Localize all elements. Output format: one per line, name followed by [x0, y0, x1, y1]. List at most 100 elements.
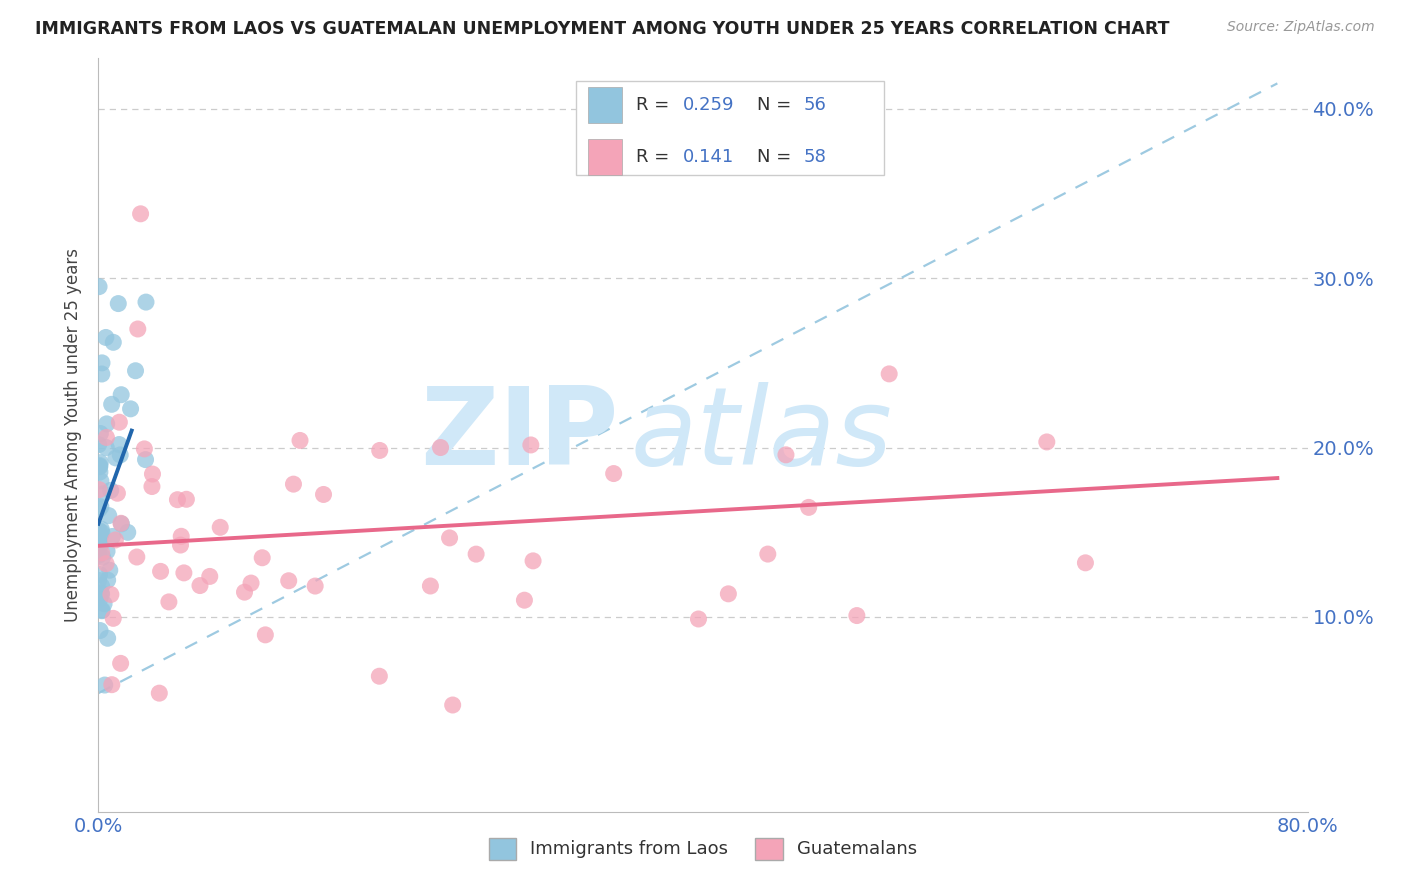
Point [89, 624, 111, 638]
Point [87, 483, 110, 497]
Point [157, 595, 180, 609]
Point [91, 356, 114, 370]
Point [96, 430, 118, 444]
Point [89, 465, 111, 479]
Point [166, 492, 188, 507]
Point [288, 434, 311, 448]
Point [89, 426, 111, 441]
Point [100, 587, 122, 601]
Point [135, 452, 157, 467]
Point [1036, 434, 1059, 449]
Point [91, 603, 114, 617]
Point [688, 612, 710, 626]
Point [97, 573, 120, 587]
Point [89, 538, 111, 552]
Text: 58: 58 [803, 148, 827, 167]
Text: 56: 56 [803, 96, 827, 114]
Point [149, 565, 172, 579]
Point [93, 597, 115, 611]
Point [124, 364, 146, 378]
Point [250, 550, 273, 565]
Point [173, 566, 195, 580]
Point [90, 522, 112, 536]
Point [110, 516, 132, 531]
Point [90, 546, 112, 560]
Point [209, 520, 232, 534]
Point [87, 502, 110, 516]
Point [90, 587, 112, 601]
Point [240, 576, 263, 591]
Point [439, 531, 461, 545]
Point [90, 474, 112, 488]
Point [520, 438, 543, 452]
Point [441, 698, 464, 712]
Point [100, 397, 122, 411]
Text: atlas: atlas [630, 383, 893, 487]
Text: R =: R = [637, 96, 675, 114]
Point [429, 441, 451, 455]
Point [89, 524, 111, 538]
Point [141, 467, 163, 481]
Point [96, 544, 118, 558]
Legend: Immigrants from Laos, Guatemalans: Immigrants from Laos, Guatemalans [482, 830, 924, 867]
Point [108, 415, 131, 429]
Point [134, 442, 156, 456]
Point [148, 686, 170, 700]
Point [89, 567, 111, 582]
Point [188, 578, 211, 592]
Point [125, 549, 148, 564]
Point [877, 367, 900, 381]
Point [87, 574, 110, 588]
Point [87, 437, 110, 451]
Point [94, 330, 117, 344]
Text: 0.141: 0.141 [682, 148, 734, 167]
Point [98, 563, 121, 577]
FancyBboxPatch shape [576, 80, 884, 175]
Point [103, 335, 125, 350]
Text: R =: R = [637, 148, 682, 167]
Text: N =: N = [758, 148, 797, 167]
Text: ZIP: ZIP [420, 382, 619, 488]
Point [101, 678, 124, 692]
Point [89, 592, 111, 607]
Point [93, 678, 115, 692]
Point [135, 295, 157, 310]
Point [91, 487, 114, 501]
Text: IMMIGRANTS FROM LAOS VS GUATEMALAN UNEMPLOYMENT AMONG YOUTH UNDER 25 YEARS CORRE: IMMIGRANTS FROM LAOS VS GUATEMALAN UNEMP… [35, 20, 1170, 37]
Point [602, 467, 624, 481]
Point [465, 547, 488, 561]
Point [89, 529, 111, 543]
Point [176, 492, 198, 507]
Point [110, 657, 132, 671]
Point [756, 547, 779, 561]
Point [103, 611, 125, 625]
Point [198, 569, 221, 583]
Point [107, 296, 129, 310]
Text: N =: N = [758, 96, 797, 114]
Point [87, 533, 110, 548]
Point [170, 529, 193, 543]
Point [254, 628, 277, 642]
Point [87, 459, 110, 474]
Point [845, 608, 868, 623]
Point [717, 587, 740, 601]
Point [513, 593, 536, 607]
Point [368, 443, 391, 458]
Point [797, 500, 820, 515]
Point [169, 538, 191, 552]
FancyBboxPatch shape [588, 87, 621, 123]
Text: 0.259: 0.259 [682, 96, 734, 114]
Point [89, 456, 111, 470]
Point [90, 604, 112, 618]
FancyBboxPatch shape [588, 138, 621, 175]
Point [91, 550, 114, 565]
Point [283, 477, 305, 491]
Point [96, 417, 118, 431]
Point [90, 579, 112, 593]
Point [90, 586, 112, 600]
Y-axis label: Unemployment Among Youth under 25 years: Unemployment Among Youth under 25 years [65, 248, 83, 622]
Point [368, 669, 391, 683]
Point [104, 533, 127, 547]
Point [87, 279, 110, 293]
Point [89, 459, 111, 474]
